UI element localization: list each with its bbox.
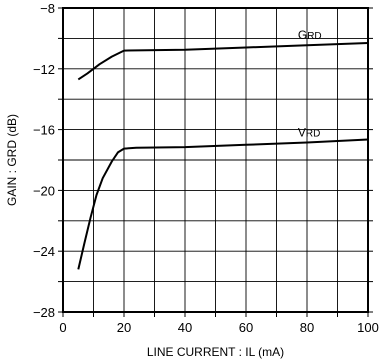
x-tick-label: 60 <box>239 320 253 335</box>
series-line-grd <box>77 42 369 81</box>
axis-ticks <box>58 7 373 317</box>
series-lines <box>77 42 369 270</box>
x-tick-label: 40 <box>178 320 192 335</box>
series-labels: GRD VRD <box>298 28 322 139</box>
x-tick-label: 20 <box>117 320 131 335</box>
grid <box>63 8 368 312</box>
y-tick-label: −12 <box>33 62 55 77</box>
y-axis-title: GAIN : GRD (dB) <box>5 114 19 206</box>
y-tick-label: −8 <box>40 1 55 16</box>
y-tick-label: −28 <box>33 305 55 320</box>
series-line-vrd <box>77 138 369 270</box>
series-label-grd: GRD <box>298 28 322 42</box>
tick-labels: 0 20 40 60 80 100 −8 −12 −16 −20 −24 −28 <box>33 1 379 335</box>
y-tick-label: −16 <box>33 123 55 138</box>
x-tick-label: 0 <box>59 320 66 335</box>
x-tick-label: 80 <box>300 320 314 335</box>
y-tick-label: −24 <box>33 244 55 259</box>
series-label-vrd: VRD <box>298 126 320 140</box>
x-tick-label: 100 <box>357 320 379 335</box>
x-axis-title: LINE CURRENT : IL (mA) <box>147 345 284 359</box>
y-tick-label: −20 <box>33 183 55 198</box>
